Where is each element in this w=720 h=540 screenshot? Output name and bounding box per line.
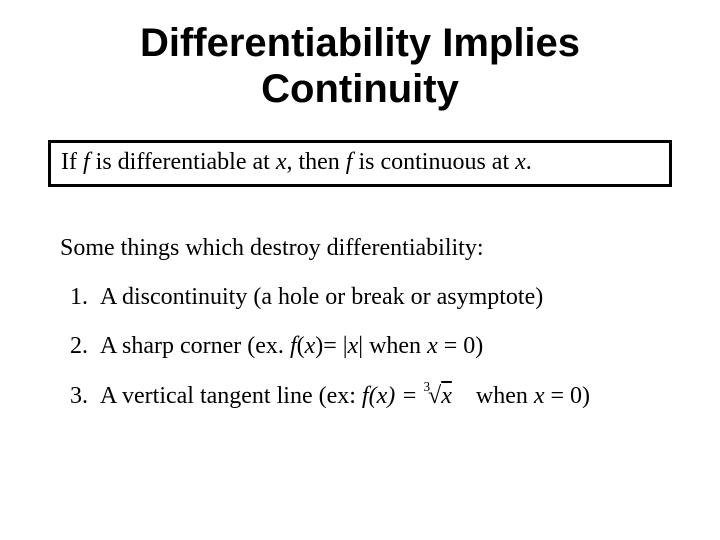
text: = 0): [545, 383, 591, 409]
text: = |: [323, 333, 347, 359]
var-f: f: [83, 149, 90, 175]
text: A sharp corner (ex.: [100, 333, 290, 359]
equation: f(x) = 3√x: [362, 383, 452, 409]
slide-title: Differentiability Implies Continuity: [48, 20, 672, 112]
item-text: A sharp corner (ex. f(x)= |x| when x = 0…: [100, 333, 483, 359]
text: is continuous at: [352, 149, 515, 175]
var-x: x: [348, 333, 359, 359]
text: , then: [286, 149, 345, 175]
list-item: A vertical tangent line (ex: f(x) = 3√x …: [94, 382, 672, 410]
item-text: A discontinuity (a hole or break or asym…: [100, 284, 543, 310]
radical-icon: √: [428, 383, 441, 409]
theorem-text: If f is differentiable at x, then f is c…: [61, 149, 532, 175]
text: is differentiable at: [90, 149, 276, 175]
var-x: x: [427, 333, 438, 359]
var-x: x: [276, 149, 287, 175]
root-index: 3: [423, 379, 430, 394]
var-f: f: [290, 333, 297, 359]
text: when: [452, 383, 534, 409]
destroyers-list: A discontinuity (a hole or break or asym…: [94, 284, 672, 410]
item-text: A vertical tangent line (ex: f(x) = 3√x …: [100, 383, 590, 409]
subheading: Some things which destroy differentiabil…: [60, 235, 672, 262]
text: (: [297, 333, 305, 359]
var-x: x: [534, 383, 545, 409]
text: .: [526, 149, 532, 175]
text: = 0): [438, 333, 484, 359]
var-x: x: [377, 383, 388, 409]
var-x: x: [305, 333, 316, 359]
text: If: [61, 149, 83, 175]
var-x: x: [515, 149, 526, 175]
list-item: A discontinuity (a hole or break or asym…: [94, 284, 672, 311]
text: | when: [358, 333, 427, 359]
text: A vertical tangent line (ex:: [100, 383, 362, 409]
text: =: [395, 383, 423, 409]
text: (: [369, 383, 377, 409]
slide: Differentiability Implies Continuity If …: [0, 0, 720, 540]
var-f: f: [362, 383, 369, 409]
radicand: x: [441, 383, 452, 409]
list-item: A sharp corner (ex. f(x)= |x| when x = 0…: [94, 333, 672, 360]
theorem-box: If f is differentiable at x, then f is c…: [48, 140, 672, 187]
